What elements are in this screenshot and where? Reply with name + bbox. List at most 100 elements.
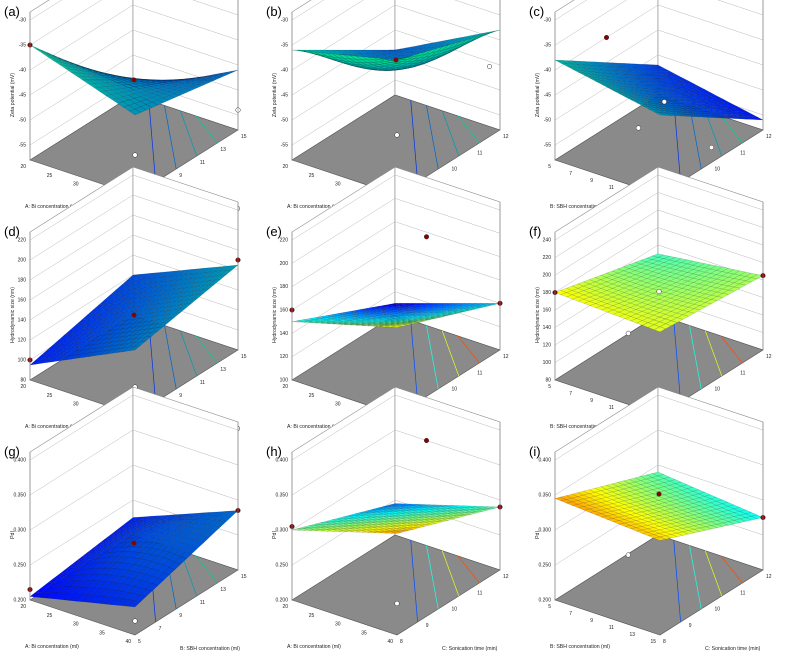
z-tick-label: -30 bbox=[544, 18, 551, 24]
y-tick-label: 9 bbox=[689, 623, 692, 629]
design-point bbox=[133, 153, 138, 158]
z-tick-label: -35 bbox=[544, 43, 551, 49]
y-tick-label: 9 bbox=[426, 623, 429, 629]
panel-label: (d) bbox=[4, 224, 20, 239]
x-tick-label: 35 bbox=[361, 630, 367, 636]
panel-label: (f) bbox=[529, 224, 541, 239]
x-tick-label: 20 bbox=[282, 604, 288, 610]
z-tick-label: 180 bbox=[543, 290, 552, 296]
z-tick-label: 160 bbox=[18, 298, 27, 304]
x-tick-label: 7 bbox=[569, 171, 572, 177]
y-tick-label: 5 bbox=[138, 639, 141, 645]
panel-label: (c) bbox=[529, 4, 544, 19]
x-tick-label: 7 bbox=[569, 391, 572, 397]
design-point bbox=[132, 541, 137, 546]
z-tick-label: 160 bbox=[280, 308, 289, 314]
panel-label: (g) bbox=[4, 444, 20, 459]
x-tick-label: 5 bbox=[548, 164, 551, 170]
y-tick-label: 11 bbox=[477, 590, 482, 596]
z-tick-label: -45 bbox=[19, 93, 26, 99]
z-tick-label: -50 bbox=[281, 118, 288, 124]
y-tick-label: 10 bbox=[452, 607, 458, 613]
x-tick-label: 30 bbox=[335, 622, 341, 628]
design-point bbox=[604, 35, 609, 40]
y-tick-label: 7 bbox=[159, 626, 162, 632]
z-tick-label: -55 bbox=[19, 143, 26, 149]
y-tick-label: 12 bbox=[503, 574, 509, 580]
z-tick-label: 200 bbox=[18, 258, 27, 264]
y-tick-label: 13 bbox=[220, 367, 226, 373]
y-tick-label: 12 bbox=[766, 134, 772, 140]
y-tick-label: 12 bbox=[503, 134, 509, 140]
z-tick-label: 100 bbox=[280, 378, 289, 384]
x-tick-label: 40 bbox=[387, 639, 393, 645]
y-tick-label: 11 bbox=[740, 150, 745, 156]
z-tick-label: 140 bbox=[280, 331, 289, 337]
z-tick-label: 80 bbox=[20, 378, 26, 384]
z-tick-label: 120 bbox=[543, 343, 552, 349]
design-point bbox=[395, 133, 400, 138]
z-tick-label: 240 bbox=[543, 238, 552, 244]
y-tick-label: 11 bbox=[200, 600, 205, 606]
panel-label: (h) bbox=[266, 444, 282, 459]
z-tick-label: 0.200 bbox=[275, 598, 288, 604]
z-tick-label: 120 bbox=[280, 354, 289, 360]
z-tick-label: 0.250 bbox=[538, 563, 551, 569]
y-tick-label: 10 bbox=[452, 387, 458, 393]
x-tick-label: 20 bbox=[282, 164, 288, 170]
y-tick-label: 8 bbox=[663, 639, 666, 645]
z-axis-title: Hydrodynamic size (nm) bbox=[272, 287, 278, 343]
x-tick-label: 20 bbox=[20, 604, 26, 610]
design-point bbox=[709, 145, 714, 150]
z-tick-label: 80 bbox=[545, 378, 551, 384]
x-tick-label: 20 bbox=[282, 384, 288, 390]
design-point bbox=[395, 601, 400, 606]
design-point bbox=[132, 313, 137, 318]
design-point bbox=[657, 492, 662, 497]
y-tick-label: 15 bbox=[241, 134, 247, 140]
y-tick-label: 15 bbox=[241, 574, 247, 580]
z-tick-label: 0.200 bbox=[538, 598, 551, 604]
z-tick-label: 100 bbox=[18, 358, 27, 364]
x-tick-label: 25 bbox=[309, 173, 315, 179]
x-axis-title: B: SBH concentration (ml) bbox=[550, 644, 610, 650]
x-tick-label: 15 bbox=[650, 639, 656, 645]
x-tick-label: 20 bbox=[20, 164, 26, 170]
panel-label: (a) bbox=[4, 4, 20, 19]
y-tick-label: 12 bbox=[766, 354, 772, 360]
z-tick-label: 180 bbox=[18, 278, 27, 284]
z-axis-title: Zeta potential (mV) bbox=[10, 73, 16, 117]
y-tick-label: 8 bbox=[400, 639, 403, 645]
y-tick-label: 9 bbox=[179, 613, 182, 619]
x-tick-label: 5 bbox=[548, 384, 551, 390]
z-tick-label: 0.350 bbox=[13, 493, 26, 499]
x-tick-label: 20 bbox=[20, 384, 26, 390]
x-tick-label: 25 bbox=[309, 613, 315, 619]
z-axis-title: Zeta potential (mV) bbox=[272, 73, 278, 117]
panel-label: (e) bbox=[266, 224, 282, 239]
z-axis-title: Zeta potential (mV) bbox=[535, 73, 541, 117]
z-tick-label: -50 bbox=[544, 118, 551, 124]
design-point bbox=[626, 553, 631, 558]
design-point bbox=[132, 78, 137, 83]
x-tick-label: 9 bbox=[590, 618, 593, 624]
x-tick-label: 25 bbox=[309, 393, 315, 399]
design-point bbox=[133, 619, 138, 624]
x-tick-label: 13 bbox=[629, 632, 635, 638]
y-axis-title: B: SBH concentration (ml) bbox=[180, 646, 240, 652]
z-tick-label: -40 bbox=[544, 68, 551, 74]
x-tick-label: 5 bbox=[548, 604, 551, 610]
y-tick-label: 10 bbox=[715, 607, 721, 613]
z-tick-label: -55 bbox=[281, 143, 288, 149]
y-tick-label: 9 bbox=[179, 393, 182, 399]
z-tick-label: -55 bbox=[544, 143, 551, 149]
z-tick-label: 100 bbox=[543, 360, 552, 366]
x-tick-label: 30 bbox=[73, 402, 79, 408]
x-tick-label: 25 bbox=[47, 613, 53, 619]
z-axis-title: PdI bbox=[10, 531, 16, 539]
y-tick-label: 10 bbox=[715, 387, 721, 393]
x-tick-label: 9 bbox=[590, 398, 593, 404]
z-tick-label: 0.350 bbox=[538, 493, 551, 499]
